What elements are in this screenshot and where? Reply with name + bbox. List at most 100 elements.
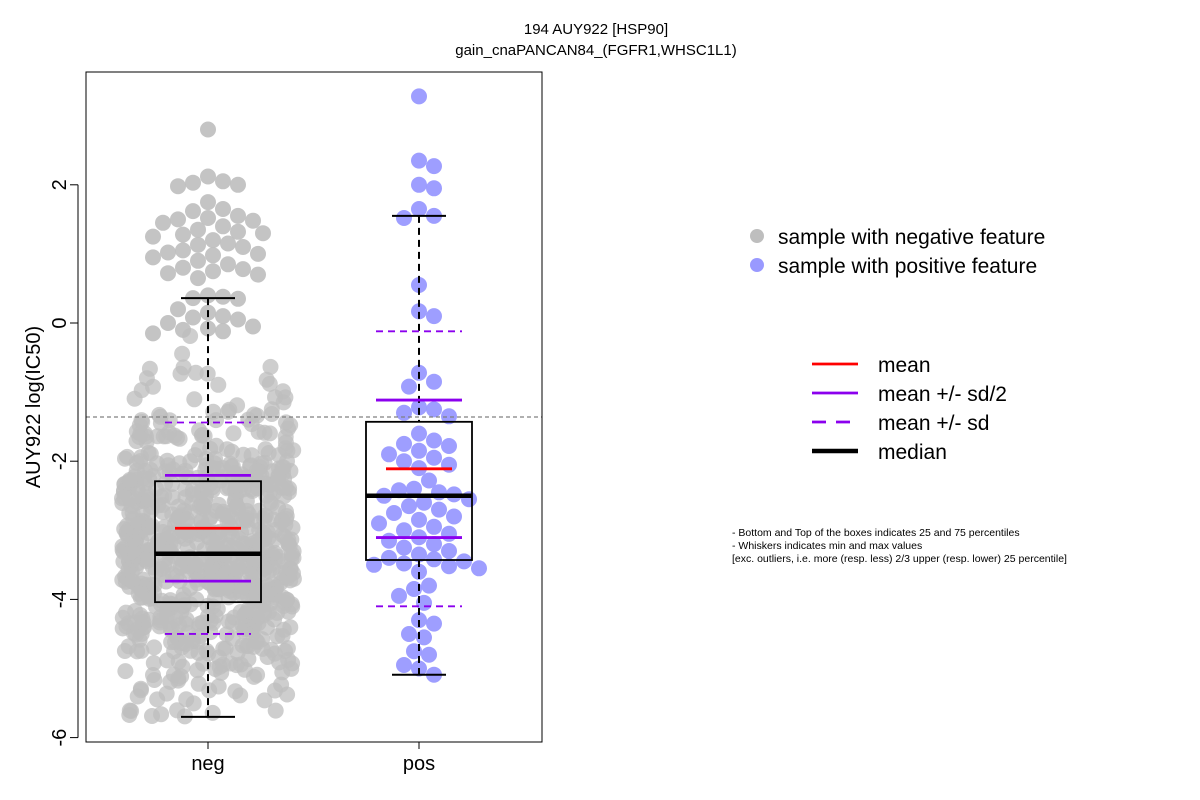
pos-point bbox=[401, 498, 417, 515]
neg-point bbox=[267, 702, 284, 719]
neg-point bbox=[117, 663, 134, 680]
neg-point bbox=[234, 637, 251, 654]
neg-point bbox=[221, 401, 238, 418]
neg-point bbox=[228, 477, 245, 494]
neg-point bbox=[224, 614, 241, 631]
neg-point bbox=[185, 486, 201, 503]
pos-point bbox=[396, 539, 412, 556]
pos-point bbox=[421, 472, 437, 489]
neg-point bbox=[189, 575, 206, 592]
neg-point bbox=[215, 323, 231, 340]
pos-point bbox=[426, 432, 442, 449]
neg-point bbox=[145, 325, 161, 342]
notes: - Bottom and Top of the boxes indicates … bbox=[732, 527, 1067, 565]
neg-point bbox=[152, 415, 169, 432]
neg-point bbox=[170, 178, 186, 195]
neg-point bbox=[201, 682, 218, 699]
neg-point bbox=[131, 417, 148, 434]
pos-point bbox=[411, 152, 427, 169]
neg-point bbox=[230, 207, 246, 224]
pos-point bbox=[441, 558, 457, 575]
legend-line-label: median bbox=[878, 441, 947, 464]
neg-point bbox=[230, 530, 247, 547]
neg-point bbox=[283, 660, 300, 677]
note-line: - Whiskers indicates min and max values bbox=[732, 540, 922, 552]
pos-point bbox=[411, 546, 427, 563]
neg-point bbox=[166, 427, 183, 444]
neg-point bbox=[149, 691, 166, 708]
pos-point bbox=[401, 626, 417, 642]
pos-point bbox=[441, 543, 457, 559]
pos-point bbox=[411, 201, 427, 217]
chart-subtitle: gain_cnaPANCAN84_(FGFR1,WHSC1L1) bbox=[455, 42, 737, 59]
neg-point bbox=[121, 545, 138, 562]
neg-point bbox=[215, 173, 231, 190]
neg-point bbox=[230, 311, 246, 328]
pos-point bbox=[426, 373, 442, 390]
neg-point bbox=[235, 261, 251, 278]
neg-point bbox=[230, 223, 246, 240]
pos-point bbox=[426, 518, 442, 535]
neg-point bbox=[170, 211, 186, 228]
pos-point bbox=[426, 449, 442, 466]
pos-point bbox=[411, 399, 427, 416]
neg-point bbox=[258, 371, 275, 388]
legend-points: sample with negative feature sample with … bbox=[750, 226, 1045, 278]
neg-point bbox=[128, 462, 145, 479]
neg-point bbox=[210, 376, 227, 393]
pos-point bbox=[381, 446, 397, 463]
neg-point bbox=[203, 508, 220, 525]
neg-point bbox=[226, 501, 243, 517]
neg-point bbox=[116, 643, 133, 659]
neg-point bbox=[190, 252, 206, 269]
y-tick-label: 0 bbox=[49, 317, 71, 328]
neg-point bbox=[155, 566, 172, 583]
neg-point bbox=[265, 532, 282, 549]
pos-point bbox=[411, 425, 427, 442]
y-tick-label: -4 bbox=[49, 591, 71, 609]
neg-point bbox=[141, 518, 158, 535]
stats-layer bbox=[86, 214, 542, 718]
neg-point bbox=[145, 228, 161, 245]
neg-point bbox=[190, 236, 206, 253]
pos-point bbox=[396, 555, 412, 572]
x-tick-label-neg: neg bbox=[191, 753, 224, 775]
pos-point bbox=[411, 563, 427, 580]
pos-point bbox=[421, 577, 437, 594]
neg-point bbox=[244, 483, 261, 499]
neg-point bbox=[186, 391, 203, 408]
pos-point bbox=[401, 378, 417, 395]
neg-point bbox=[157, 475, 174, 492]
neg-point bbox=[187, 447, 204, 464]
neg-point bbox=[178, 691, 195, 708]
neg-point bbox=[282, 572, 299, 589]
neg-point bbox=[257, 441, 274, 458]
neg-point bbox=[175, 597, 192, 614]
legend-lines: mean mean +/- sd/2 mean +/- sd median bbox=[812, 354, 1007, 464]
neg-point bbox=[153, 596, 169, 613]
neg-point bbox=[266, 544, 283, 561]
neg-point bbox=[200, 210, 216, 226]
neg-point bbox=[215, 218, 231, 235]
neg-point bbox=[282, 462, 299, 479]
y-tick-label: -2 bbox=[49, 452, 71, 470]
neg-point bbox=[245, 212, 261, 229]
neg-point bbox=[160, 315, 176, 331]
neg-point bbox=[215, 308, 231, 325]
neg-point bbox=[278, 591, 295, 608]
pos-point bbox=[426, 536, 442, 553]
y-tick-label: 2 bbox=[49, 179, 71, 190]
neg-point bbox=[255, 225, 271, 242]
neg-point bbox=[280, 420, 296, 437]
neg-point bbox=[174, 465, 191, 482]
pos-point bbox=[411, 176, 427, 193]
neg-point bbox=[261, 425, 278, 442]
neg-point bbox=[169, 702, 186, 719]
pos-point bbox=[441, 456, 457, 473]
pos-point bbox=[381, 549, 397, 566]
neg-point bbox=[225, 425, 242, 442]
neg-point bbox=[170, 653, 187, 670]
neg-point bbox=[235, 239, 251, 255]
pos-point bbox=[411, 303, 427, 320]
y-axis: 2 0 -2 -4 -6 bbox=[49, 179, 79, 746]
